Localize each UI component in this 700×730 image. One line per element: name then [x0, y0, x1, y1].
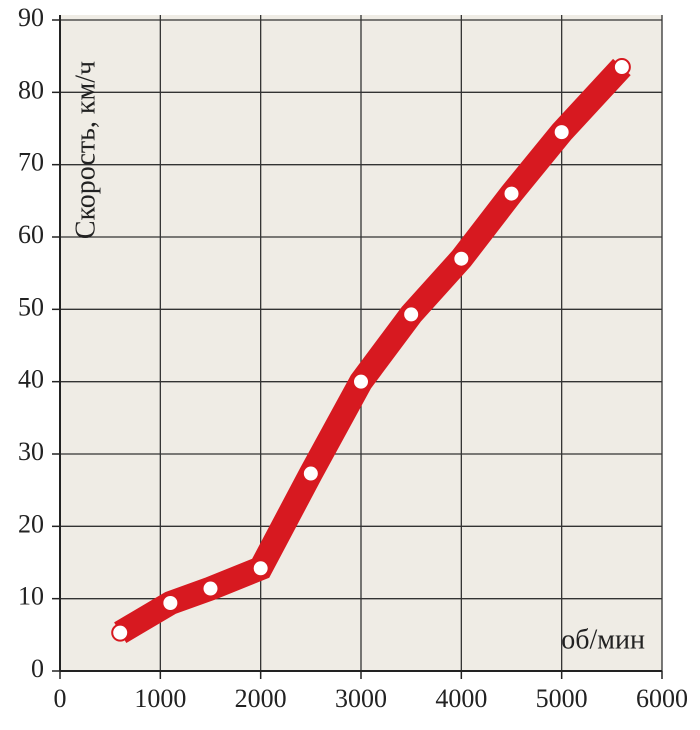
- x-tick-label: 2000: [235, 684, 287, 713]
- y-tick-label: 0: [31, 654, 44, 683]
- point: [452, 249, 471, 268]
- point: [402, 305, 421, 324]
- x-axis-label: об/мин: [561, 624, 645, 655]
- y-tick-label: 60: [18, 220, 44, 249]
- point: [251, 559, 270, 578]
- x-tick-label: 1000: [134, 684, 186, 713]
- x-tick-label: 6000: [636, 684, 688, 713]
- x-tick-label: 4000: [435, 684, 487, 713]
- point: [301, 464, 320, 483]
- y-tick-label: 30: [18, 437, 44, 466]
- x-tick-label: 5000: [536, 684, 588, 713]
- x-tick-label: 3000: [335, 684, 387, 713]
- point: [352, 372, 370, 391]
- y-tick-label: 50: [18, 292, 44, 321]
- y-tick-label: 70: [18, 148, 44, 177]
- y-tick-label: 80: [18, 75, 44, 104]
- x-tick-label: 0: [54, 684, 67, 713]
- point: [612, 58, 631, 77]
- y-tick-label: 90: [18, 3, 44, 32]
- point: [502, 184, 521, 203]
- point: [111, 623, 130, 642]
- y-tick-label: 20: [18, 509, 44, 538]
- point: [552, 123, 571, 142]
- point: [161, 594, 180, 613]
- y-tick-label: 10: [18, 582, 44, 611]
- y-axis-label: Скорость, км/ч: [70, 61, 101, 239]
- point: [201, 579, 220, 598]
- y-tick-label: 40: [18, 365, 44, 394]
